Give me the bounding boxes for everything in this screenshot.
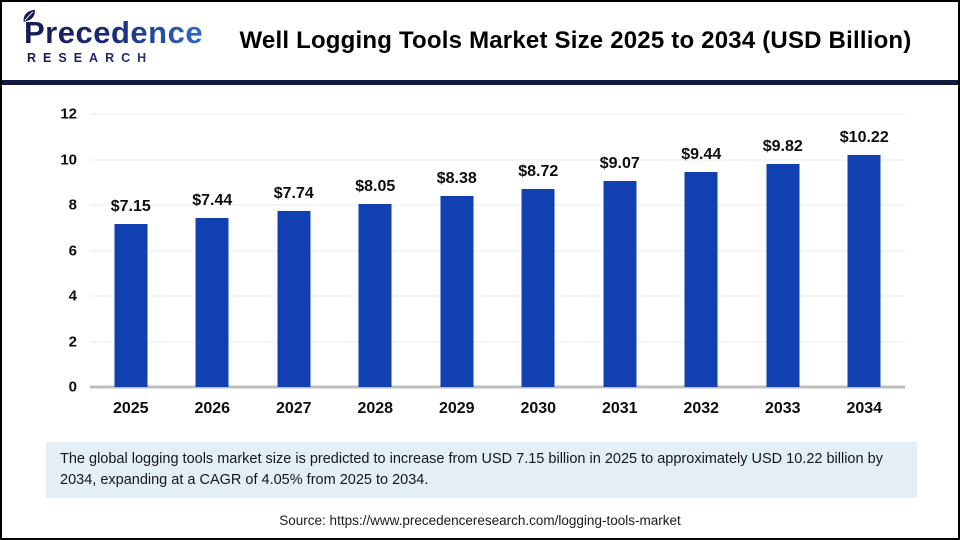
bar-value-label: $8.38 bbox=[436, 170, 477, 188]
bar-2034 bbox=[847, 154, 881, 387]
header: Precedence RESEARCH Well Logging Tools M… bbox=[2, 2, 958, 80]
bar-2030 bbox=[521, 188, 555, 387]
bar-column: $7.15 bbox=[90, 114, 172, 387]
x-axis-label: 2030 bbox=[520, 400, 557, 417]
x-axis-label: 2025 bbox=[112, 400, 149, 417]
y-axis-tick-label: 6 bbox=[68, 242, 77, 259]
logo-wordmark: Precedence bbox=[24, 17, 219, 48]
header-divider bbox=[2, 80, 958, 85]
gridline bbox=[90, 159, 905, 160]
bar-column: $7.74 bbox=[253, 114, 335, 387]
bar-2027 bbox=[277, 210, 311, 387]
chart-title: Well Logging Tools Market Size 2025 to 2… bbox=[239, 27, 912, 54]
x-axis-label: 2034 bbox=[846, 400, 883, 417]
x-axis-baseline bbox=[90, 385, 905, 389]
source-text: Source: https://www.precedenceresearch.c… bbox=[279, 513, 681, 528]
gridline bbox=[90, 113, 905, 115]
bar-column: $8.05 bbox=[335, 114, 417, 387]
bar-column: $9.82 bbox=[742, 114, 824, 387]
x-axis-labels: 2025 2026 2027 2028 2029 2030 2031 2032 2033 2034 bbox=[90, 400, 905, 418]
bar-column: $8.38 bbox=[416, 114, 498, 387]
bar-column: $7.44 bbox=[172, 114, 254, 387]
bar-column: $10.22 bbox=[824, 114, 906, 387]
bar-column: $9.44 bbox=[661, 114, 743, 387]
y-axis-tick-label: 4 bbox=[68, 287, 77, 305]
bar-column: $8.72 bbox=[498, 114, 580, 387]
bar-value-label: $8.72 bbox=[518, 162, 559, 180]
gridline bbox=[90, 295, 905, 297]
bar-value-label: $7.15 bbox=[110, 198, 151, 216]
bar-2029 bbox=[440, 196, 474, 387]
plot-area: $7.15 $7.44 $7.74 $8.05 $8.38 $8.72 $9.07 $9.44… bbox=[60, 106, 905, 396]
bar-2033 bbox=[766, 163, 800, 387]
bar-value-label: $7.74 bbox=[273, 184, 314, 202]
bar-2032 bbox=[684, 172, 718, 387]
y-axis-tick-label: 10 bbox=[60, 151, 77, 168]
bar-value-label: $9.82 bbox=[762, 137, 803, 155]
x-axis-label: 2027 bbox=[275, 400, 312, 417]
bar-2025 bbox=[114, 224, 148, 387]
y-axis-tick-label: 12 bbox=[60, 105, 77, 123]
x-axis-label: 2028 bbox=[357, 400, 394, 417]
bar-value-label: $9.07 bbox=[599, 154, 640, 172]
bar-column: $9.07 bbox=[579, 114, 661, 387]
gridline bbox=[90, 341, 905, 342]
logo-subtitle: RESEARCH bbox=[24, 51, 219, 65]
summary-note: The global logging tools market size is … bbox=[46, 442, 917, 499]
bar-2031 bbox=[603, 180, 637, 387]
precedence-research-logo: Precedence RESEARCH bbox=[23, 9, 219, 65]
gridline bbox=[90, 204, 905, 206]
bars-row: $7.15 $7.44 $7.74 $8.05 $8.38 $8.72 $9.07 $9.44… bbox=[90, 114, 905, 387]
y-axis-tick-label: 8 bbox=[68, 196, 77, 214]
bar-value-label: $8.05 bbox=[355, 177, 396, 195]
bar-value-label: $7.44 bbox=[192, 191, 233, 209]
bar-value-label: $9.44 bbox=[681, 146, 722, 164]
bar-2026 bbox=[195, 217, 229, 387]
x-axis-label: 2029 bbox=[438, 400, 475, 417]
gridline bbox=[90, 250, 905, 251]
y-axis-tick-label: 2 bbox=[68, 333, 77, 350]
bar-value-label: $10.22 bbox=[839, 128, 889, 146]
x-axis-label: 2031 bbox=[601, 400, 638, 417]
x-axis-label: 2033 bbox=[764, 400, 801, 417]
leaf-icon bbox=[22, 9, 38, 30]
bar-2028 bbox=[358, 203, 392, 387]
x-axis-label: 2032 bbox=[683, 400, 720, 417]
x-axis-label: 2026 bbox=[194, 400, 231, 417]
y-axis-tick-label: 0 bbox=[68, 378, 77, 396]
